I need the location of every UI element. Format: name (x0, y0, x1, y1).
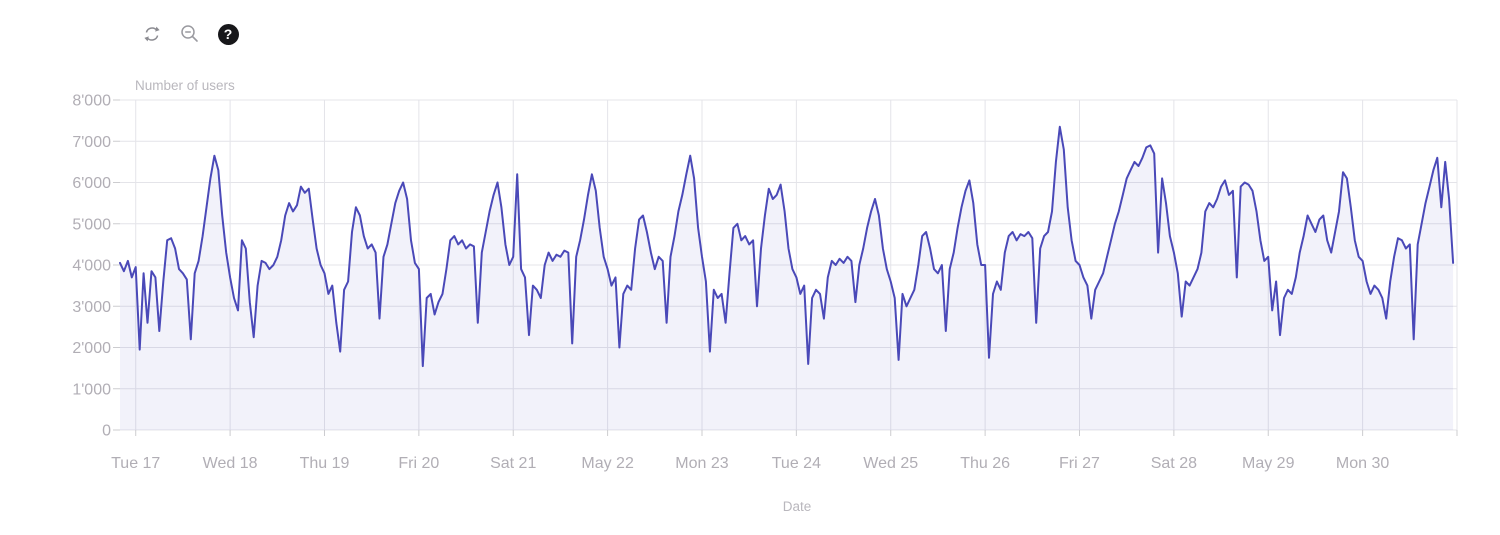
x-axis-tick-label: Thu 19 (300, 455, 350, 472)
x-axis-tick-label: Wed 25 (863, 455, 918, 472)
y-axis-tick-label: 2'000 (72, 340, 111, 357)
x-axis-tick-label: May 29 (1242, 455, 1295, 472)
restore-button[interactable] (140, 22, 164, 46)
x-axis-tick-label: Tue 24 (772, 455, 821, 472)
x-axis-tick-label: Fri 20 (398, 455, 439, 472)
x-axis-tick-label: Sat 28 (1151, 455, 1197, 472)
x-axis-tick-label: Mon 30 (1336, 455, 1389, 472)
y-axis-tick-label: 4'000 (72, 258, 111, 275)
refresh-icon (144, 26, 160, 42)
series-area (120, 126, 1454, 431)
y-axis-tick-label: 6'000 (72, 175, 111, 192)
question-icon: ? (217, 23, 239, 45)
x-axis-tick-label: Thu 26 (960, 455, 1010, 472)
chart-toolbar: ? (140, 22, 240, 46)
y-axis-tick-label: 0 (102, 423, 111, 440)
help-glyph: ? (223, 26, 233, 42)
x-axis-tick-label: Tue 17 (111, 455, 160, 472)
y-axis-tick-label: 3'000 (72, 299, 111, 316)
y-axis-tick-label: 7'000 (72, 134, 111, 151)
x-axis-tick-label: Mon 23 (675, 455, 728, 472)
help-button[interactable]: ? (216, 22, 240, 46)
y-axis-name: Number of users (135, 78, 235, 93)
x-axis-tick-label: Wed 18 (203, 455, 258, 472)
x-axis-tick-label: Fri 27 (1059, 455, 1100, 472)
zoom-out-icon (181, 25, 198, 42)
plot-area[interactable] (120, 100, 1457, 430)
zoom-out-button[interactable] (178, 22, 202, 46)
y-axis-tick-label: 5'000 (72, 216, 111, 233)
series-line (119, 125, 1455, 368)
x-axis-name: Date (782, 499, 812, 514)
x-axis-tick-label: May 22 (581, 455, 634, 472)
x-axis-tick-label: Sat 21 (490, 455, 536, 472)
y-axis-tick-label: 8'000 (72, 93, 111, 110)
y-axis-tick-label: 1'000 (72, 381, 111, 398)
